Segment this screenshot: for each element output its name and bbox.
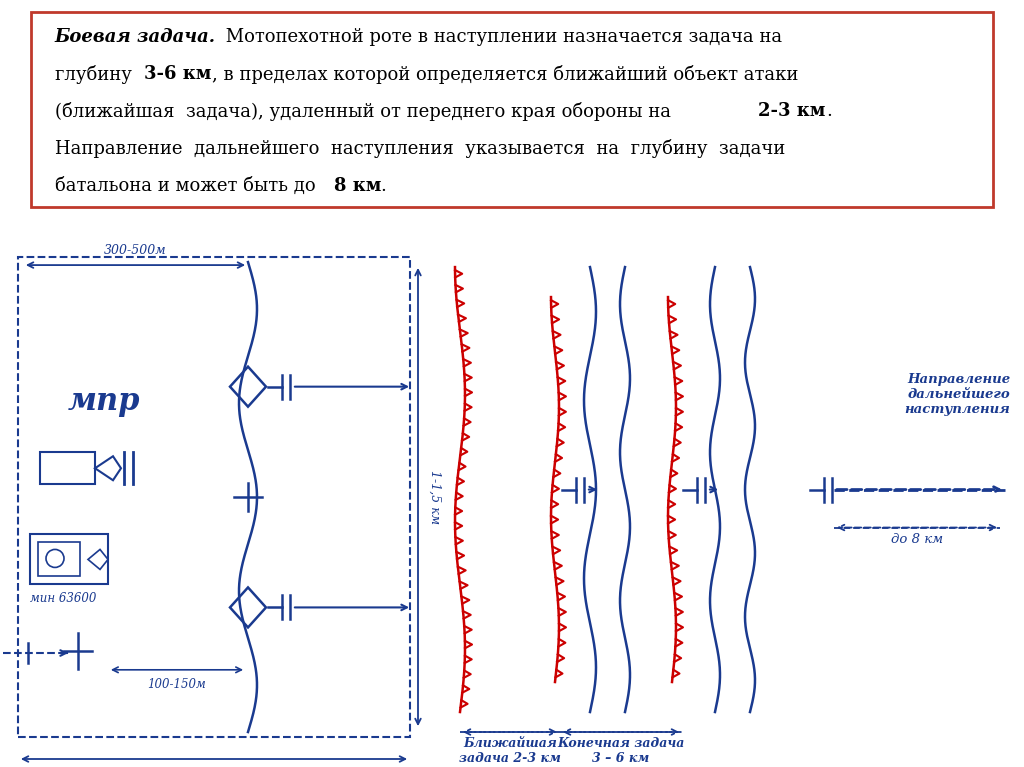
Text: Боевая задача.: Боевая задача.	[55, 28, 216, 46]
Text: Мотопехотной роте в наступлении назначается задача на: Мотопехотной роте в наступлении назначае…	[220, 28, 782, 46]
Text: .: .	[380, 176, 386, 195]
Text: батальона и может быть до: батальона и может быть до	[55, 176, 322, 195]
Text: 1-1,5 км: 1-1,5 км	[428, 470, 441, 524]
Text: 300-500м: 300-500м	[104, 244, 167, 257]
Text: , в пределах которой определяется ближайший объект атаки: , в пределах которой определяется ближай…	[212, 64, 798, 84]
Text: Конечная задача
3 – 6 км: Конечная задача 3 – 6 км	[557, 737, 685, 765]
Text: 8 км: 8 км	[334, 176, 381, 195]
Bar	[30, 535, 108, 584]
Text: мпр: мпр	[68, 386, 140, 416]
Text: Направление
дальнейшего
наступления: Направление дальнейшего наступления	[904, 373, 1010, 416]
Text: 2-3 км: 2-3 км	[759, 102, 825, 120]
Polygon shape	[230, 367, 266, 407]
Text: до 8 км: до 8 км	[891, 532, 943, 545]
Bar	[38, 542, 80, 577]
Bar	[40, 453, 95, 484]
Bar	[18, 257, 410, 737]
Text: мин 63600: мин 63600	[30, 592, 96, 605]
Text: (ближайшая  задача), удаленный от переднего края обороны на: (ближайшая задача), удаленный от передне…	[55, 102, 677, 120]
Polygon shape	[230, 588, 266, 627]
Circle shape	[46, 549, 63, 568]
FancyBboxPatch shape	[31, 12, 993, 207]
Text: Ближайшая
задача 2-3 км: Ближайшая задача 2-3 км	[459, 737, 561, 765]
Polygon shape	[95, 456, 121, 480]
Text: 100-150м: 100-150м	[147, 678, 207, 691]
Text: Направление  дальнейшего  наступления  указывается  на  глубину  задачи: Направление дальнейшего наступления указ…	[55, 139, 785, 158]
Polygon shape	[88, 549, 108, 569]
Text: глубину: глубину	[55, 64, 137, 84]
Text: 3-6 км: 3-6 км	[144, 65, 212, 83]
Text: .: .	[825, 102, 831, 120]
